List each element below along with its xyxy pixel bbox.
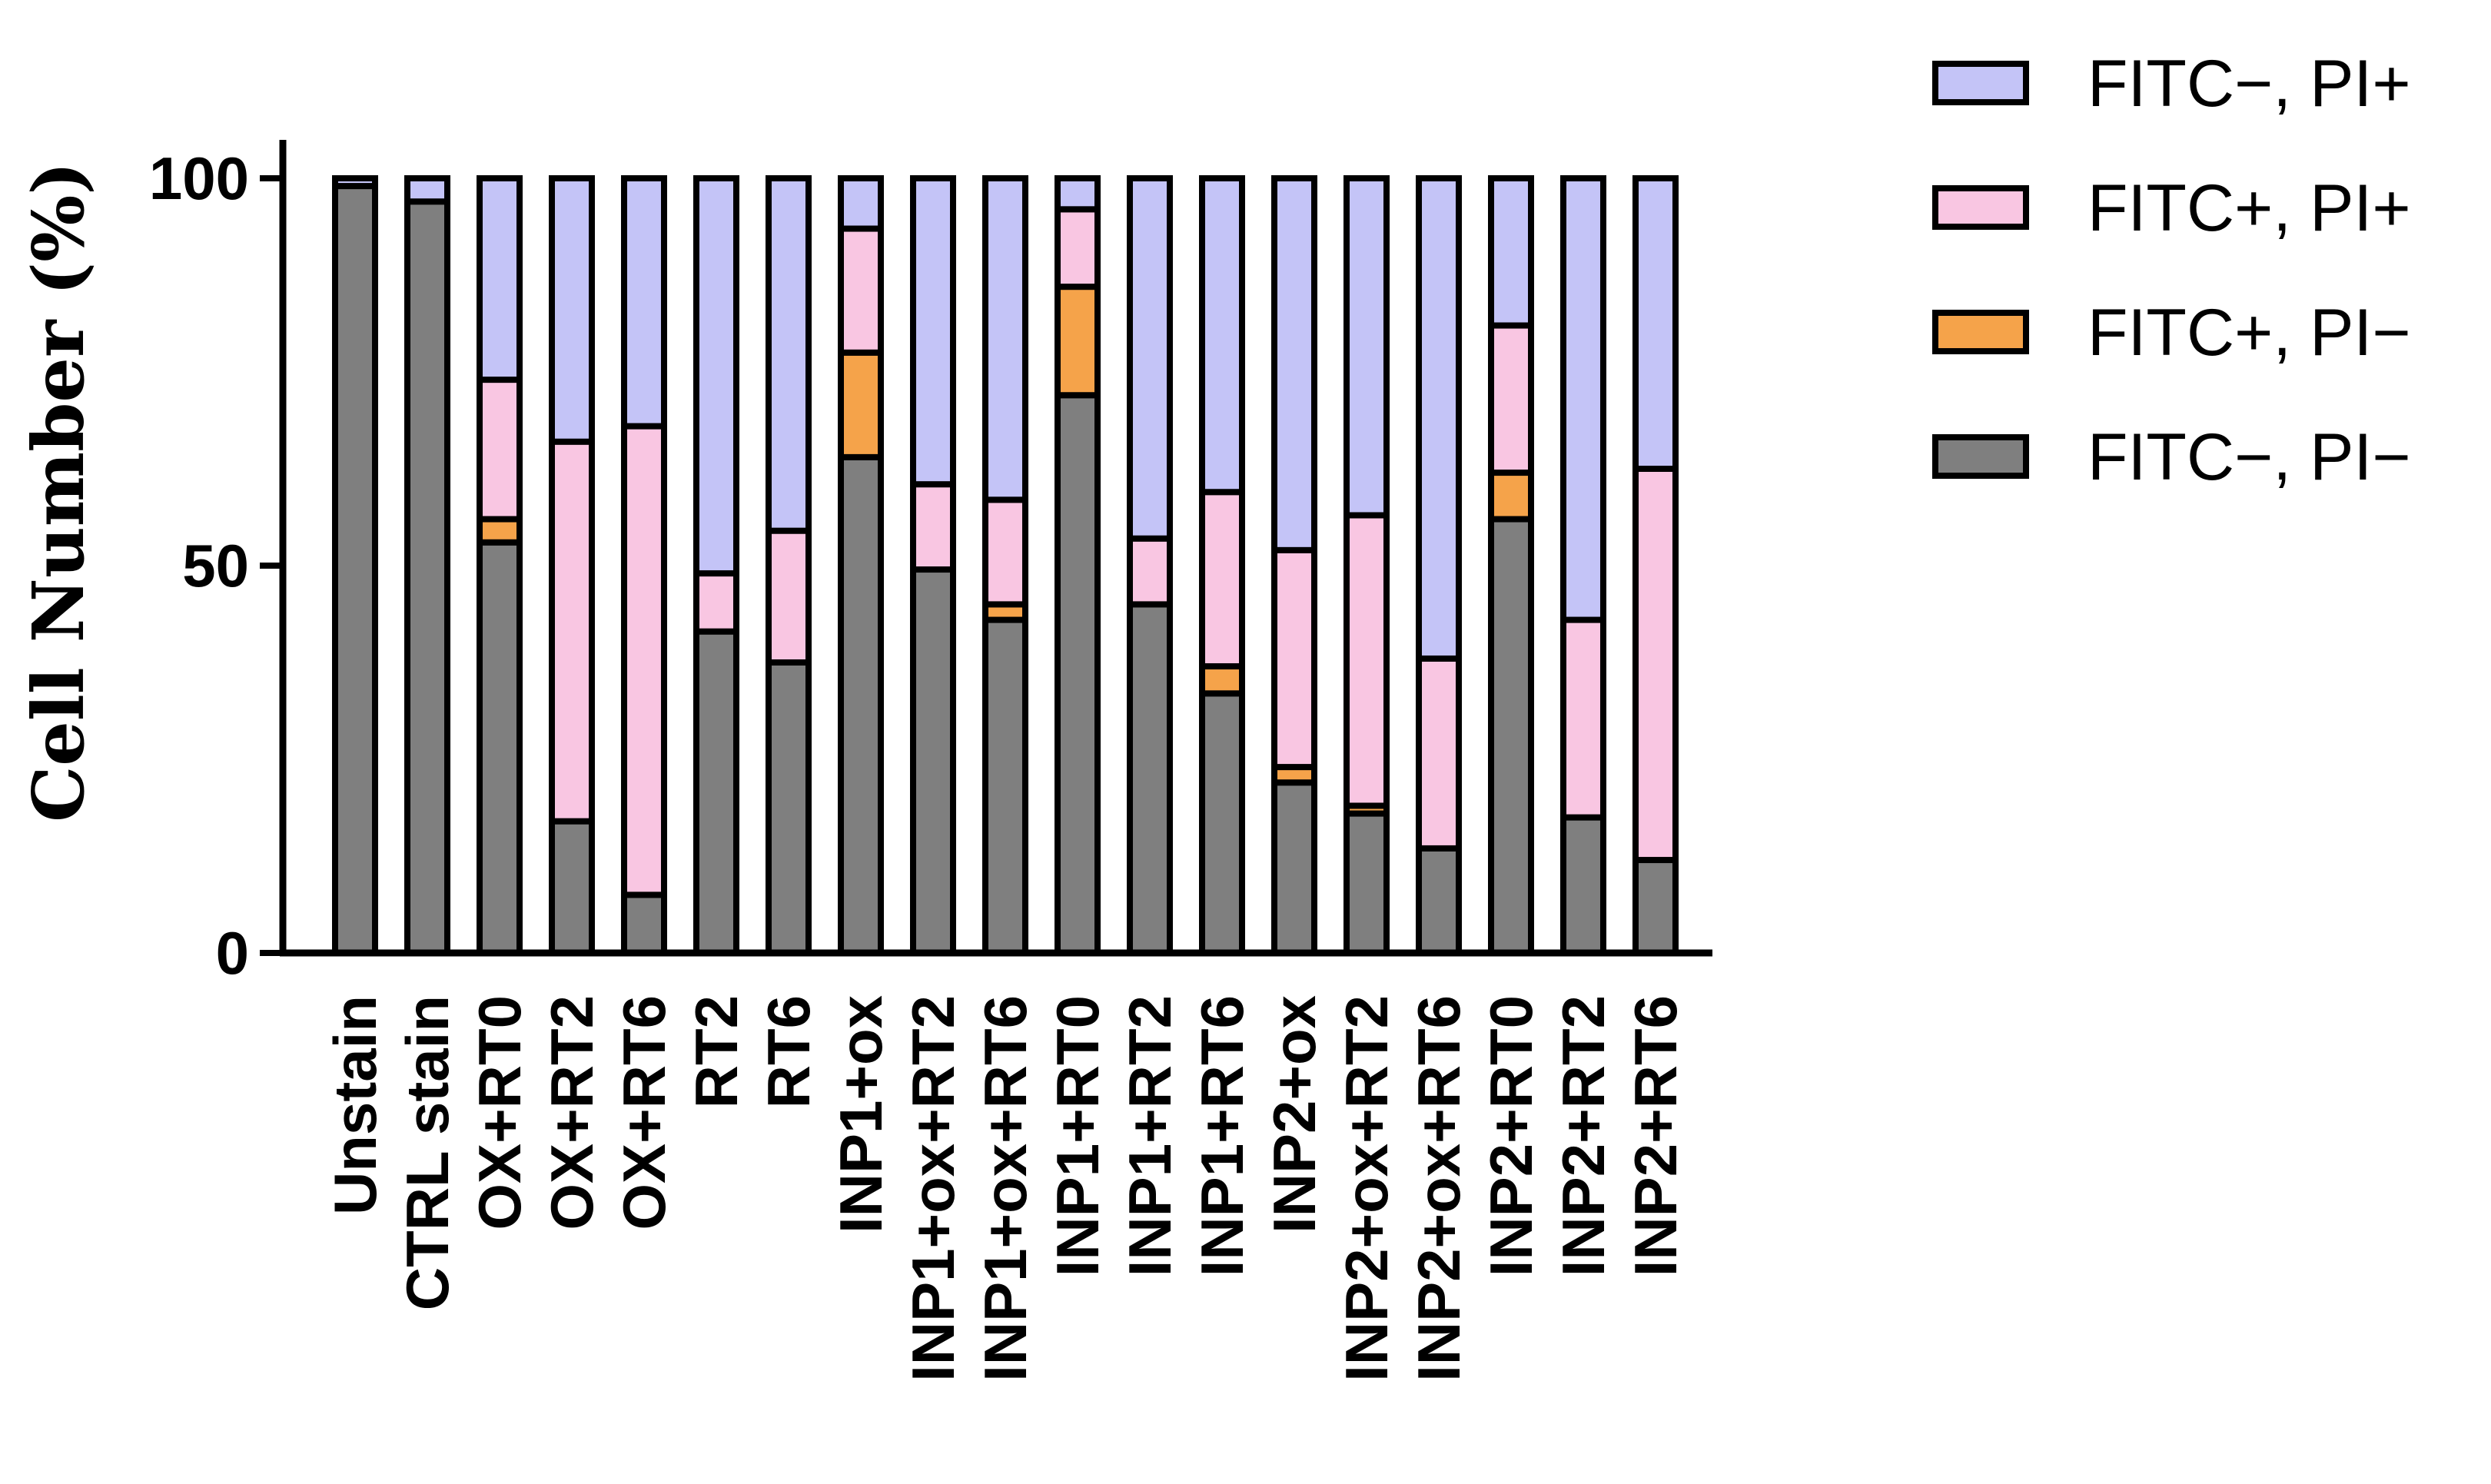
x-tick-label: INP2+RT2	[1549, 995, 1617, 1277]
bar-segment-2	[1199, 663, 1245, 697]
x-tick-label: OX+RT2	[538, 995, 606, 1230]
bar-segment-4	[332, 175, 378, 190]
bar-segment-3	[549, 438, 595, 825]
bar-segment-1	[1632, 857, 1679, 957]
bar-segment-4	[549, 175, 595, 445]
bar-segment-4	[1055, 175, 1101, 213]
legend-swatch	[1932, 185, 2029, 230]
bar-segment-3	[982, 496, 1028, 608]
bar-segment-1	[1416, 845, 1462, 957]
x-tick-label: INP2+RT0	[1477, 995, 1545, 1277]
bar-segment-1	[1271, 779, 1317, 956]
bar-segment-3	[838, 225, 884, 356]
y-axis-label: Cell Number (%)	[17, 161, 100, 822]
bar-segment-4	[1632, 175, 1679, 472]
bar-segment-1	[404, 198, 450, 956]
legend-label: FITC−, PI−	[2087, 420, 2411, 494]
x-tick-label: RT2	[683, 995, 750, 1108]
bar-segment-4	[621, 175, 667, 430]
y-tick-label: 50	[182, 532, 249, 599]
bar-segment-4	[910, 175, 956, 488]
bar-segment-1	[1488, 516, 1534, 956]
bar-segment-4	[477, 175, 523, 383]
bar-segment-1	[1055, 392, 1101, 956]
x-tick-label: INP1+ox	[827, 995, 895, 1233]
bar-segment-3	[1560, 616, 1606, 821]
bar-segment-4	[1416, 175, 1462, 662]
y-tick-label: 0	[216, 919, 249, 987]
x-tick-label: INP2+ox	[1260, 995, 1328, 1233]
bar-segment-1	[549, 818, 595, 957]
bar-segment-1	[621, 891, 667, 957]
x-tick-label: INP1+ox+RT6	[971, 995, 1039, 1382]
x-tick-label: INP1+RT6	[1188, 995, 1256, 1277]
bar-segment-4	[1127, 175, 1173, 542]
bar-segment-3	[1127, 535, 1173, 608]
bar-segment-3	[1632, 466, 1679, 864]
bar-segment-4	[1560, 175, 1606, 623]
x-tick-label: INP2+ox+RT2	[1333, 995, 1400, 1382]
bar-segment-2	[1488, 470, 1534, 523]
bar-segment-3	[693, 570, 739, 635]
bar-segment-1	[838, 453, 884, 956]
x-tick-label: OX+RT6	[610, 995, 678, 1230]
legend-swatch	[1932, 310, 2029, 354]
legend-label: FITC+, PI−	[2087, 296, 2411, 370]
bar-segment-2	[838, 349, 884, 460]
bar-segment-3	[621, 423, 667, 898]
bar-segment-4	[1488, 175, 1534, 329]
x-tick-label: RT6	[755, 995, 822, 1108]
x-tick-label: Unstain	[321, 995, 389, 1215]
legend-label: FITC−, PI+	[2087, 47, 2411, 121]
bar-segment-3	[1055, 206, 1101, 290]
bar-segment-4	[693, 175, 739, 577]
bar-segment-1	[1127, 601, 1173, 957]
bar-segment-4	[982, 175, 1028, 503]
bar-segment-3	[910, 481, 956, 573]
bar-segment-3	[477, 377, 523, 523]
bar-segment-4	[766, 175, 812, 534]
legend-label: FITC+, PI+	[2087, 171, 2411, 245]
bar-segment-1	[1199, 690, 1245, 956]
bar-segment-4	[1343, 175, 1390, 519]
legend-swatch	[1932, 61, 2029, 105]
bar-segment-1	[332, 183, 378, 956]
x-tick-label: INP1+RT2	[1116, 995, 1184, 1277]
x-tick-label: INP1+RT0	[1044, 995, 1111, 1277]
bar-segment-4	[838, 175, 884, 232]
x-tick-label: CTRL stain	[394, 995, 461, 1310]
bar-segment-3	[1343, 512, 1390, 809]
x-tick-label: INP2+ox+RT6	[1405, 995, 1473, 1382]
y-tick-label: 100	[149, 144, 249, 212]
bar-segment-2	[1055, 284, 1101, 399]
legend-swatch	[1932, 434, 2029, 479]
bar-segment-2	[477, 516, 523, 546]
bar-segment-1	[982, 616, 1028, 956]
bar-segment-4	[1271, 175, 1317, 553]
x-tick-label: INP1+ox+RT2	[899, 995, 967, 1382]
bar-segment-1	[1560, 814, 1606, 956]
bar-segment-1	[1343, 810, 1390, 957]
x-tick-label: INP2+RT6	[1622, 995, 1689, 1277]
bar-segment-4	[1199, 175, 1245, 496]
bar-segment-1	[693, 628, 739, 956]
bar-segment-3	[766, 527, 812, 666]
bar-segment-3	[1416, 655, 1462, 852]
bar-segment-3	[1271, 546, 1317, 771]
bar-segment-1	[766, 659, 812, 956]
bar-segment-3	[1199, 489, 1245, 670]
bar-segment-3	[1488, 322, 1534, 476]
x-tick-label: OX+RT0	[466, 995, 533, 1230]
bar-segment-1	[477, 539, 523, 956]
bar-segment-1	[910, 566, 956, 956]
bar-segment-4	[404, 175, 450, 205]
